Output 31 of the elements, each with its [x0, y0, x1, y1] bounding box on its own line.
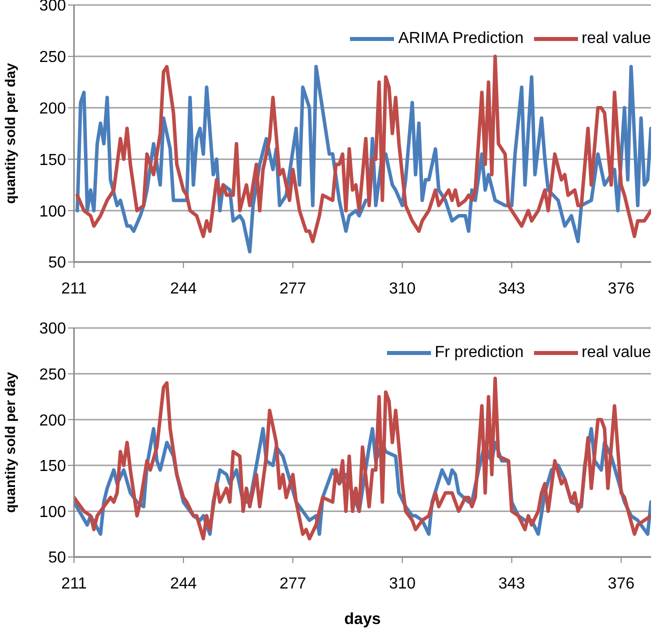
x-tick-label: 244 [170, 280, 197, 298]
y-tick-label: 50 [48, 254, 66, 272]
y-tick-label: 250 [39, 49, 66, 66]
y-tick-label: 300 [39, 320, 66, 338]
legend-label: Fr prediction [434, 344, 524, 362]
x-tick-label: 244 [170, 575, 197, 592]
x-tick-label: 376 [608, 280, 635, 298]
x-tick-label: 211 [61, 575, 87, 592]
x-tick-label: 277 [280, 280, 306, 298]
y-tick-label: 200 [39, 100, 66, 118]
legend-label: ARIMA Prediction [398, 30, 524, 48]
x-tick-label: 310 [388, 575, 416, 592]
y-tick-label: 100 [39, 504, 66, 521]
x-axis-title: days [344, 611, 381, 628]
line-series [74, 376, 651, 540]
y-tick-label: 200 [39, 412, 66, 430]
x-tick-label: 277 [280, 575, 306, 592]
y-tick-label: 100 [39, 203, 66, 220]
x-tick-label: 310 [388, 280, 416, 298]
y-tick-label: 150 [39, 458, 66, 476]
legend-label: real value [582, 30, 651, 48]
x-tick-label: 343 [498, 575, 526, 592]
y-axis-title: quantity sold per day [2, 372, 18, 513]
y-axis-title: quantity sold per day [2, 62, 18, 204]
x-tick-label: 211 [61, 280, 87, 298]
y-tick-label: 150 [39, 152, 66, 169]
y-tick-label: 250 [39, 366, 66, 384]
legend-label: real value [582, 344, 651, 362]
x-tick-label: 376 [608, 575, 635, 592]
x-tick-label: 343 [498, 280, 526, 298]
y-tick-label: 50 [48, 550, 66, 567]
